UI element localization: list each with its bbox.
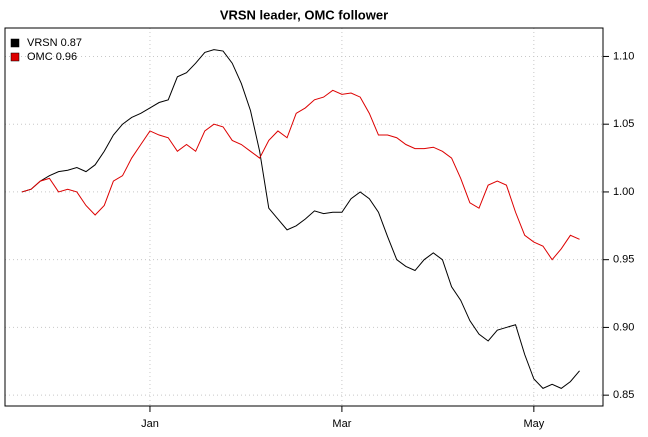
y-tick-label: 1.10 xyxy=(613,50,634,62)
legend-label: OMC 0.96 xyxy=(27,51,77,63)
plot-frame xyxy=(4,27,604,407)
series-line xyxy=(21,49,580,389)
legend-swatch xyxy=(10,52,20,62)
y-tick-label: 0.90 xyxy=(613,321,634,333)
legend-label: VRSN 0.87 xyxy=(27,37,82,49)
y-tick-label: 1.00 xyxy=(613,186,634,198)
x-tick-label: Jan xyxy=(141,418,159,430)
y-tick-label: 1.05 xyxy=(613,118,634,130)
series-line xyxy=(21,89,580,261)
y-tick-label: 0.85 xyxy=(613,389,634,401)
x-tick-label: Mar xyxy=(332,418,351,430)
chart-title: VRSN leader, OMC follower xyxy=(220,7,388,22)
x-tick-label: May xyxy=(523,418,544,430)
legend-swatch xyxy=(10,38,20,48)
y-tick-label: 0.95 xyxy=(613,254,634,266)
